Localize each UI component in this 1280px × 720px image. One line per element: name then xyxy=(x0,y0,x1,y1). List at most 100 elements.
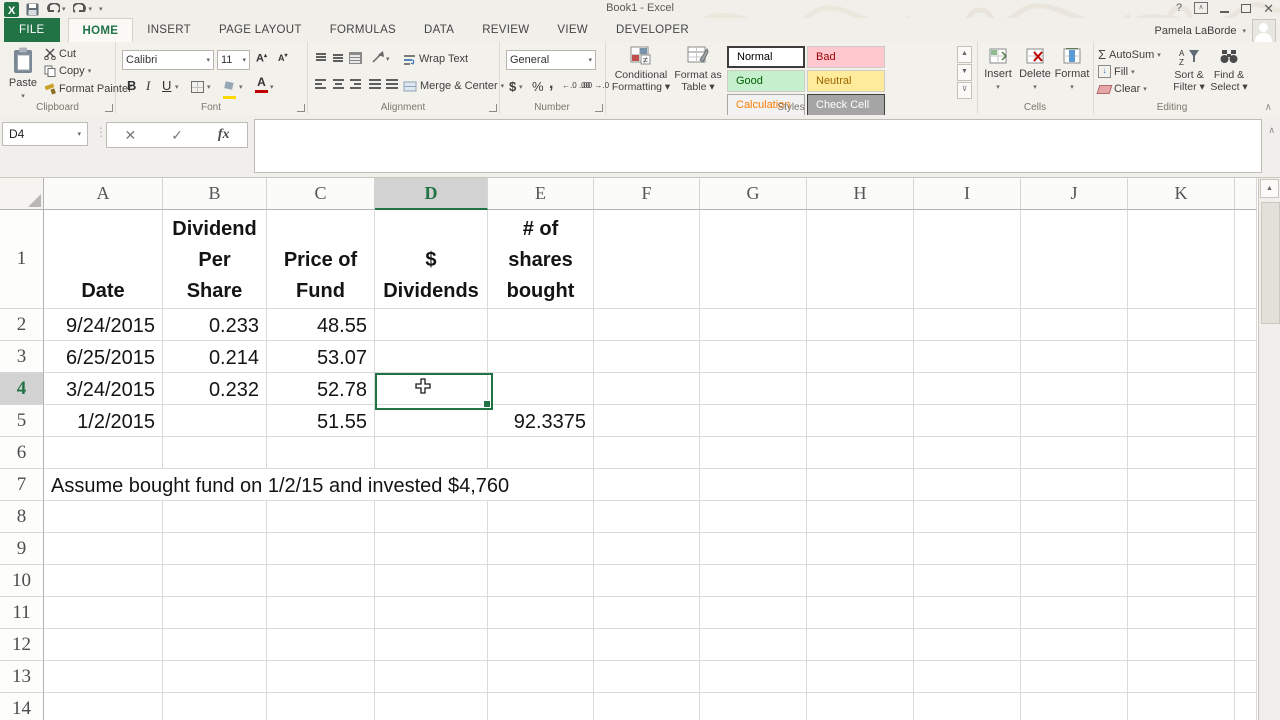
cell-J7[interactable] xyxy=(1021,469,1128,501)
cell-C9[interactable] xyxy=(267,533,375,565)
fill-button[interactable]: ↓ Fill ▾ xyxy=(1098,65,1135,78)
underline-button[interactable]: U xyxy=(162,78,172,93)
cell-I6[interactable] xyxy=(914,437,1021,469)
cell-K5[interactable] xyxy=(1128,405,1235,437)
cell-H8[interactable] xyxy=(807,501,914,533)
select-all-corner[interactable] xyxy=(0,178,44,210)
cell-I4[interactable] xyxy=(914,373,1021,405)
column-header-C[interactable]: C xyxy=(267,178,375,210)
cell-K8[interactable] xyxy=(1128,501,1235,533)
orientation-dropdown-icon[interactable]: ▾ xyxy=(386,56,390,63)
cell-H9[interactable] xyxy=(807,533,914,565)
cell-H3[interactable] xyxy=(807,341,914,373)
name-box[interactable]: D4 ▾ xyxy=(2,122,88,146)
ribbon-display-options-icon[interactable]: ∧ xyxy=(1194,2,1209,14)
tab-developer[interactable]: DEVELOPER xyxy=(615,24,689,36)
cell-K6[interactable] xyxy=(1128,437,1235,469)
help-icon[interactable]: ? xyxy=(1175,2,1183,14)
increase-decimal-button[interactable]: ←.0 .00 xyxy=(562,81,591,90)
cell-A14[interactable] xyxy=(44,693,163,720)
cell-C2[interactable]: 48.55 xyxy=(267,309,375,341)
middle-align-button[interactable] xyxy=(332,52,345,64)
row-header-5[interactable]: 5 xyxy=(0,405,44,437)
cell-J11[interactable] xyxy=(1021,597,1128,629)
cell-F14[interactable] xyxy=(594,693,700,720)
cell-D14[interactable] xyxy=(375,693,488,720)
autosum-button[interactable]: Σ AutoSum ▾ xyxy=(1098,47,1161,62)
cell-A12[interactable] xyxy=(44,629,163,661)
cell-D5[interactable] xyxy=(375,405,488,437)
cell-G6[interactable] xyxy=(700,437,807,469)
vertical-scrollbar[interactable]: ▲ xyxy=(1258,178,1280,720)
cell-H10[interactable] xyxy=(807,565,914,597)
account-dropdown-icon[interactable]: ▾ xyxy=(1242,28,1246,35)
cell-A4[interactable]: 3/24/2015 xyxy=(44,373,163,405)
cell-G11[interactable] xyxy=(700,597,807,629)
align-right-button[interactable] xyxy=(349,79,361,89)
restore-icon[interactable] xyxy=(1241,1,1255,13)
accounting-format-button[interactable]: $ xyxy=(509,79,517,94)
cell-B1[interactable]: Dividend Per Share xyxy=(163,210,267,309)
font-name-combo[interactable]: Calibri ▾ xyxy=(122,50,214,70)
insert-function-icon[interactable]: fx xyxy=(217,127,230,142)
cell-J6[interactable] xyxy=(1021,437,1128,469)
redo-button[interactable]: ▾ xyxy=(72,3,93,15)
row-header-6[interactable]: 6 xyxy=(0,437,44,469)
cell-H11[interactable] xyxy=(807,597,914,629)
cell-F4[interactable] xyxy=(594,373,700,405)
bold-button[interactable]: B xyxy=(127,78,137,93)
cell-B8[interactable] xyxy=(163,501,267,533)
cell-K9[interactable] xyxy=(1128,533,1235,565)
row-header-10[interactable]: 10 xyxy=(0,565,44,597)
cell-D4[interactable] xyxy=(375,373,488,405)
cell-A7[interactable]: Assume bought fund on 1/2/15 and investe… xyxy=(44,469,594,501)
cell-K2[interactable] xyxy=(1128,309,1235,341)
cell-F12[interactable] xyxy=(594,629,700,661)
account-chip[interactable]: Pamela LaBorde ▾ xyxy=(1155,18,1276,44)
fill-color-dropdown-icon[interactable]: ▾ xyxy=(239,84,243,91)
cell-I9[interactable] xyxy=(914,533,1021,565)
cell-E9[interactable] xyxy=(488,533,594,565)
cell-C10[interactable] xyxy=(267,565,375,597)
cell-K3[interactable] xyxy=(1128,341,1235,373)
cell-F13[interactable] xyxy=(594,661,700,693)
cell-A6[interactable] xyxy=(44,437,163,469)
redo-dropdown-icon[interactable]: ▾ xyxy=(88,6,93,13)
cell-E11[interactable] xyxy=(488,597,594,629)
name-box-dropdown-icon[interactable]: ▾ xyxy=(77,131,81,138)
cell-G1[interactable] xyxy=(700,210,807,309)
delete-cells-button[interactable]: Delete ▾ xyxy=(1017,48,1053,92)
cell-K4[interactable] xyxy=(1128,373,1235,405)
cell-F5[interactable] xyxy=(594,405,700,437)
style-bad[interactable]: Bad xyxy=(807,46,885,68)
cell-C8[interactable] xyxy=(267,501,375,533)
cell-J10[interactable] xyxy=(1021,565,1128,597)
cell-E13[interactable] xyxy=(488,661,594,693)
undo-dropdown-icon[interactable]: ▾ xyxy=(62,6,66,13)
cell-I13[interactable] xyxy=(914,661,1021,693)
format-as-table-button[interactable]: Format as Table ▾ xyxy=(673,46,723,93)
cell-B2[interactable]: 0.233 xyxy=(163,309,267,341)
cell-F11[interactable] xyxy=(594,597,700,629)
cell-J12[interactable] xyxy=(1021,629,1128,661)
cell-J5[interactable] xyxy=(1021,405,1128,437)
accounting-dropdown-icon[interactable]: ▾ xyxy=(519,84,523,91)
cell-G10[interactable] xyxy=(700,565,807,597)
cell-F2[interactable] xyxy=(594,309,700,341)
cell-K14[interactable] xyxy=(1128,693,1235,720)
cell-E10[interactable] xyxy=(488,565,594,597)
row-header-3[interactable]: 3 xyxy=(0,341,44,373)
cell-G5[interactable] xyxy=(700,405,807,437)
font-color-dropdown-icon[interactable]: ▾ xyxy=(270,84,274,91)
cell-E5[interactable]: 92.3375 xyxy=(488,405,594,437)
cell-K10[interactable] xyxy=(1128,565,1235,597)
cell-A13[interactable] xyxy=(44,661,163,693)
cell-I8[interactable] xyxy=(914,501,1021,533)
cell-H7[interactable] xyxy=(807,469,914,501)
style-normal[interactable]: Normal xyxy=(727,46,805,68)
row-header-2[interactable]: 2 xyxy=(0,309,44,341)
cell-D10[interactable] xyxy=(375,565,488,597)
row-header-8[interactable]: 8 xyxy=(0,501,44,533)
copy-button[interactable]: Copy ▾ xyxy=(44,65,91,77)
cell-K7[interactable] xyxy=(1128,469,1235,501)
